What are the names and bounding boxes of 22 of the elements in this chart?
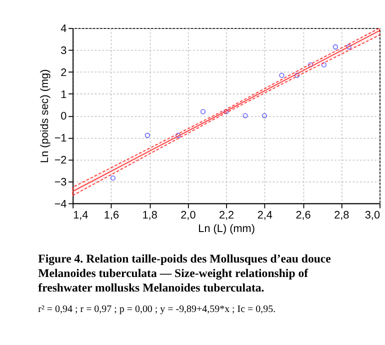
x-tick-label: 2,8 bbox=[334, 209, 350, 222]
x-tick-label: 2,4 bbox=[257, 209, 272, 222]
y-tick-label: −2 bbox=[54, 154, 67, 167]
x-axis-title: Ln (L) (mm) bbox=[198, 222, 255, 235]
y-tick-label: 3 bbox=[60, 45, 67, 58]
y-tick-label: 1 bbox=[60, 88, 67, 101]
x-tick-label: 1,4 bbox=[73, 209, 88, 222]
x-tick-label: 2,2 bbox=[218, 209, 234, 222]
x-tick-label: 2,6 bbox=[296, 209, 311, 222]
y-tick-label: −1 bbox=[54, 132, 67, 145]
y-tick-label: 2 bbox=[60, 66, 67, 79]
x-tick-label: 1,6 bbox=[104, 209, 120, 222]
caption: Figure 4. Relation taille-poids des Mollusques d’eau douce Melanoides tuberculata — Size-weight relationship of freshwater mollusks Melanoides tuberculata. bbox=[38, 251, 331, 294]
text: r² = 0,94 ; r = 0,97 ; p = 0,00 ; y = -9,89+4,59*x ; Ic = 0,95. bbox=[38, 304, 276, 316]
y-tick-label: −3 bbox=[54, 176, 67, 188]
y-tick-label: 0 bbox=[60, 110, 67, 123]
x-tick-label: 2,0 bbox=[180, 209, 196, 222]
x-tick-label: 1,8 bbox=[142, 209, 158, 222]
y-tick-label: 4 bbox=[60, 23, 67, 36]
y-tick-label: −4 bbox=[54, 198, 67, 210]
y-axis-title: Ln (poids sec) (mg) bbox=[38, 69, 51, 163]
x-tick-label: 3,0 bbox=[364, 209, 380, 222]
